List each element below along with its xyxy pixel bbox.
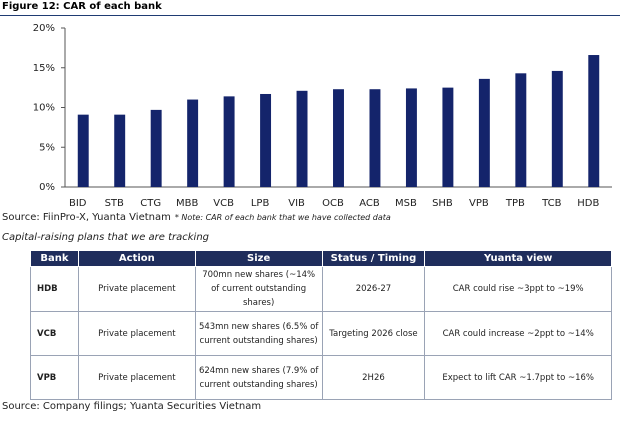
table-cell: VCB [30,311,79,356]
table-source: Source: Company filings; Yuanta Securiti… [2,401,262,412]
y-tick-label: 5% [39,142,55,153]
bar [442,87,454,187]
bar [187,99,199,187]
source-note: * Note: CAR of each bank that we have co… [174,213,391,222]
x-tick-label: MSB [395,198,417,209]
bar [333,89,344,187]
header-cell: Action [77,250,196,267]
x-tick-label: STB [105,198,124,209]
table-header: Bank Action Size Status / Timing Yuanta view [30,250,612,267]
bar [515,73,527,187]
bar [77,114,89,187]
y-tick-label: 15% [33,63,55,74]
header-cell: Status / Timing [321,250,426,267]
y-tick-label: 20% [33,23,55,34]
table-cell: 2H26 [321,355,426,400]
header-cell: Yuanta view [424,250,612,267]
bar [478,78,490,187]
table-row: HDB Private placement 700mn new shares (~1… [30,266,612,312]
bar [405,88,417,187]
x-tick-label: CTG [140,198,161,209]
table-cell: 2026-27 [321,266,426,312]
y-tick-label: 10% [33,103,55,114]
table-cell: VPB [30,355,79,400]
table-row: VCB Private placement 543mn new shares (6.… [30,311,612,356]
source-text: Source: FiinPro-X, Yuanta Vietnam [2,212,171,223]
table-cell: CAR could rise ~3ppt to ~19% [424,266,612,312]
table-cell: Private placement [77,355,196,400]
x-tick-label: TCB [541,198,562,209]
y-tick-label: 0% [39,182,55,193]
table-cell: Private placement [77,311,196,356]
x-tick-label: VCB [213,198,234,209]
table-cell: CAR could increase ~2ppt to ~14% [424,311,612,356]
table-row: VPB Private placement 624mn new shares (7.… [30,355,612,400]
x-tick-label: BID [69,198,87,209]
table-cell: 543mn new shares (6.5% of current outsta… [194,311,323,356]
bar [296,90,308,187]
table-body: HDB Private placement 700mn new shares (~1… [30,266,612,400]
x-tick-label: SHB [432,198,453,209]
chart-source: Source: FiinPro-X, Yuanta Vietnam * Note:… [2,212,391,223]
x-tick-label: ACB [359,198,380,209]
bar [223,96,235,187]
bar [260,93,272,187]
header-cell: Bank [30,250,79,267]
table-cell: Targeting 2026 close [321,311,426,356]
x-tick-label: OCB [322,198,344,209]
bar [588,55,600,187]
table-cell: 624mn new shares (7.9% of current outsta… [194,355,323,400]
table: Bank Action Size Status / Timing Yuanta view… [30,250,612,400]
bar [369,89,381,187]
chart: 0% 5% 10% 15% 20% BID STB CTG MBB VCB LPB VIB OCB ACB… [33,23,612,209]
bar [551,70,563,187]
bar [114,114,126,187]
table-cell: Private placement [77,266,196,312]
x-tick-label: VIB [288,198,305,209]
chart-title: Figure 12: CAR of each bank [2,1,162,12]
x-tick-label: HDB [577,198,599,209]
x-tick-label: VPB [469,198,489,209]
table-cell: 700mn new shares (~14% of current outsta… [194,266,323,312]
table-caption: Capital-raising plans that we are tracki… [2,232,210,243]
x-tick-label: TPB [505,198,525,209]
x-tick-label: LPB [251,198,270,209]
x-tick-label: MBB [176,198,198,209]
table-cell: Expect to lift CAR ~1.7ppt to ~16% [424,355,612,400]
table-cell: HDB [30,266,79,312]
header-cell: Size [194,250,323,267]
bar [150,109,162,187]
title-rule [0,15,620,16]
